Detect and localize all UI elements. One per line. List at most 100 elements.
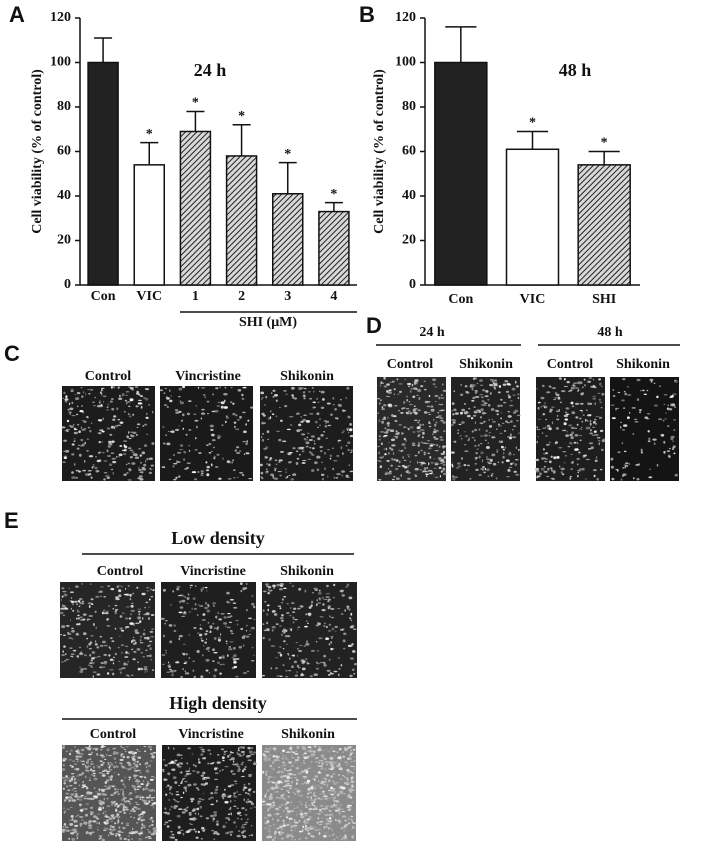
cell-speck [106,754,108,755]
cell-speck [108,835,109,837]
cell-speck [485,390,488,393]
cell-speck [107,798,109,800]
cell-speck [391,459,393,461]
cell-speck [102,431,105,433]
cell-speck [339,811,341,813]
cell-speck [498,391,501,393]
cell-speck [293,774,297,775]
cell-speck [223,753,226,755]
cell-speck [319,425,320,426]
cell-speck [576,458,579,460]
cell-speck [122,788,124,790]
cell-speck [98,592,99,593]
cell-speck [115,835,117,837]
cell-speck [396,468,399,469]
cell-speck [465,435,468,437]
cell-speck [233,477,236,478]
cell-speck [307,830,308,832]
cell-speck [232,657,234,658]
cell-speck [68,800,71,802]
cell-speck [246,609,248,611]
cell-speck [213,447,215,449]
cell-speck [133,811,136,812]
cell-speck [96,822,99,823]
cell-speck [266,468,267,470]
cell-speck [89,662,92,663]
cell-speck [122,827,125,830]
cell-speck [206,638,207,640]
cell-speck [311,761,313,762]
cell-speck [76,414,78,416]
cell-speck [509,467,513,468]
cell-speck [657,464,659,467]
cell-speck [344,825,346,827]
cell-speck [292,585,295,587]
cell-speck [236,826,237,827]
cell-speck [98,766,101,769]
cell-speck [176,460,178,463]
cell-speck [201,409,205,411]
cell-speck [323,655,326,658]
cell-speck [290,823,291,826]
cell-speck [503,402,506,404]
cell-speck [261,472,264,475]
cell-speck [72,789,74,791]
cell-speck [420,429,424,431]
cell-speck [236,452,240,454]
cell-speck [351,766,355,767]
cell-speck [86,638,88,640]
cell-speck [542,385,545,387]
cell-speck [179,449,183,450]
cell-speck [231,633,234,635]
cell-speck [338,819,340,821]
cell-speck [295,822,299,823]
cell-speck [468,439,470,441]
cell-speck [461,457,463,459]
cell-speck [621,422,622,423]
micrograph [61,745,157,842]
cell-speck [298,838,301,839]
cell-speck [124,749,127,750]
cell-speck [475,452,478,454]
cell-speck [487,462,490,463]
cell-speck [422,472,423,473]
cell-speck [85,822,87,825]
cell-speck [70,832,74,834]
cell-speck [100,749,102,751]
cell-speck [146,766,148,768]
cell-speck [148,831,150,834]
y-tick-label: 0 [64,277,71,292]
cell-speck [306,621,308,622]
cell-speck [314,461,318,464]
cell-speck [133,625,136,626]
cell-speck [562,451,566,452]
cell-speck [96,470,99,473]
cell-speck [570,476,572,477]
cell-speck [497,405,500,408]
cell-speck [330,787,333,790]
cell-speck [276,785,277,786]
cell-speck [602,439,605,441]
cell-speck [260,464,263,467]
cell-speck [132,389,134,390]
cell-speck [186,831,190,833]
cell-speck [571,431,574,434]
cell-speck [324,599,328,600]
cell-speck [332,448,334,449]
cell-speck [577,424,579,426]
cell-speck [507,411,510,412]
cell-speck [575,387,579,389]
cell-speck [386,429,390,431]
cell-speck [111,763,114,766]
cell-speck [639,409,642,411]
cell-speck [84,798,87,800]
cell-speck [263,637,264,640]
cell-speck [343,760,347,762]
y-tick-label: 40 [402,188,416,203]
cell-speck [328,822,329,823]
cell-speck [76,470,80,472]
cell-speck [334,477,336,479]
cell-speck [210,815,214,818]
cell-speck [178,426,179,427]
cell-speck [324,758,327,761]
